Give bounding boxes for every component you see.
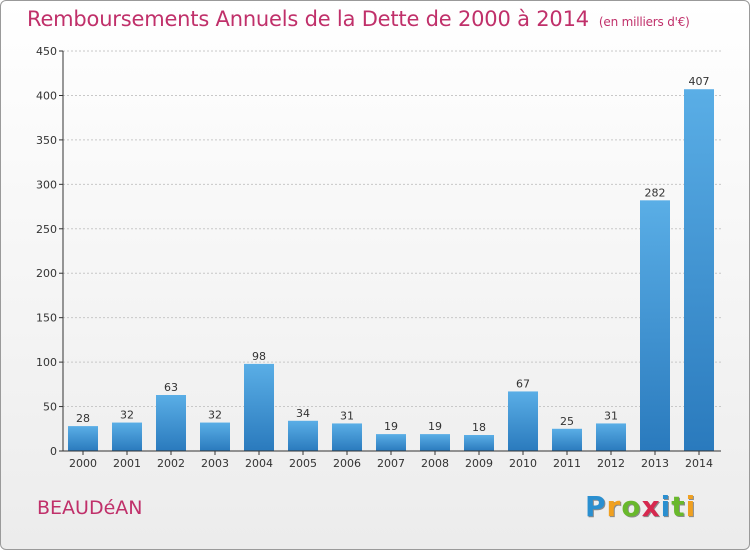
bar-value-label: 19 (384, 420, 398, 433)
bar (596, 423, 626, 451)
logo-letter: x (641, 490, 661, 523)
x-tick-label: 2013 (641, 457, 669, 470)
bar (552, 428, 582, 451)
bar-value-label: 407 (689, 75, 710, 88)
bar-value-label: 28 (76, 412, 90, 425)
logo-letter: i (685, 490, 697, 523)
x-tick-label: 2010 (509, 457, 537, 470)
x-tick-label: 2012 (597, 457, 625, 470)
y-tick-label: 350 (36, 134, 57, 147)
town-name: BEAUDéAN (37, 497, 143, 519)
bar (332, 423, 362, 451)
chart-title: Remboursements Annuels de la Dette de 20… (27, 7, 690, 31)
y-tick-label: 100 (36, 356, 57, 369)
title-text: Remboursements Annuels de la Dette de 20… (27, 7, 589, 31)
logo-letter: o (621, 490, 642, 523)
bar-value-label: 282 (645, 186, 666, 199)
y-tick-label: 150 (36, 312, 57, 325)
x-tick-label: 2014 (685, 457, 713, 470)
x-tick-label: 2001 (113, 457, 141, 470)
x-tick-label: 2005 (289, 457, 317, 470)
bar-value-label: 32 (120, 409, 134, 422)
bar-value-label: 31 (340, 409, 354, 422)
x-tick-label: 2004 (245, 457, 273, 470)
logo-letter: P (585, 490, 607, 523)
bar (156, 395, 186, 451)
bar-value-label: 19 (428, 420, 442, 433)
bar (640, 200, 670, 451)
y-axis-ticks: 0 50 100 150 200 250 300 350 400 450 (36, 45, 63, 458)
logo-letter: i (660, 490, 672, 523)
bar (200, 422, 230, 451)
x-tick-label: 2011 (553, 457, 581, 470)
x-tick-label: 2007 (377, 457, 405, 470)
gridlines (63, 50, 721, 408)
logo-letter: r (606, 490, 622, 523)
bar-value-label: 98 (252, 350, 266, 363)
proxiti-logo: Proxiti (585, 490, 696, 523)
bars: 28 32 63 32 98 34 31 19 19 18 67 25 31 282 407 (68, 75, 714, 451)
bar-value-label: 31 (604, 409, 618, 422)
x-axis-ticks: 2000 2001 2002 2003 2004 2005 2006 2007 2008 2009… (69, 451, 713, 470)
x-tick-label: 2009 (465, 457, 493, 470)
y-tick-label: 200 (36, 267, 57, 280)
y-tick-label: 50 (43, 401, 57, 414)
bar-value-label: 25 (560, 415, 574, 428)
bar-value-label: 18 (472, 421, 486, 434)
x-tick-label: 2008 (421, 457, 449, 470)
bar-value-label: 63 (164, 381, 178, 394)
x-tick-label: 2003 (201, 457, 229, 470)
bar (464, 435, 494, 451)
bar (68, 426, 98, 451)
bar (684, 89, 714, 451)
y-tick-label: 0 (50, 445, 57, 458)
y-tick-label: 250 (36, 223, 57, 236)
y-tick-label: 400 (36, 89, 57, 102)
x-tick-label: 2000 (69, 457, 97, 470)
x-tick-label: 2006 (333, 457, 361, 470)
bar-value-label: 32 (208, 409, 222, 422)
y-tick-label: 450 (36, 45, 57, 58)
bar (376, 434, 406, 451)
bar (288, 420, 318, 451)
bar (508, 391, 538, 451)
bar-value-label: 67 (516, 377, 530, 390)
bar (244, 363, 274, 451)
logo-letter: t (671, 490, 686, 523)
x-tick-label: 2002 (157, 457, 185, 470)
bar-value-label: 34 (296, 407, 310, 420)
bar (112, 422, 142, 451)
y-tick-label: 300 (36, 178, 57, 191)
bar (420, 434, 450, 451)
title-unit: (en milliers d'€) (598, 15, 690, 29)
